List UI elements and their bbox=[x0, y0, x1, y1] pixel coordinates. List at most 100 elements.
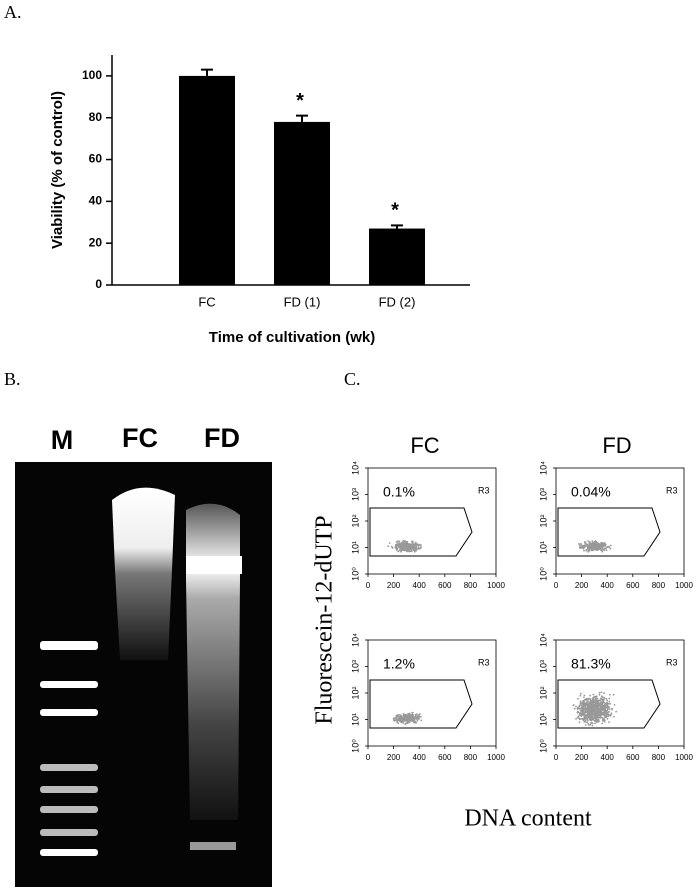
event-dot bbox=[397, 545, 400, 548]
event-dot bbox=[411, 547, 413, 549]
event-dot bbox=[397, 722, 400, 725]
event-dot bbox=[591, 700, 593, 702]
bar bbox=[179, 75, 235, 285]
event-dot bbox=[597, 719, 600, 721]
event-dot bbox=[398, 543, 401, 546]
event-dot bbox=[408, 721, 411, 724]
event-dot bbox=[594, 710, 597, 712]
event-dot bbox=[406, 543, 409, 546]
event-dot bbox=[410, 545, 413, 548]
event-dot bbox=[577, 543, 580, 545]
event-dot bbox=[589, 699, 592, 702]
event-dot bbox=[595, 697, 597, 699]
event-dot bbox=[609, 547, 612, 550]
event-dot bbox=[607, 714, 610, 717]
event-dot bbox=[600, 695, 603, 698]
event-dot bbox=[583, 694, 586, 697]
event-dot bbox=[406, 718, 409, 721]
event-dot bbox=[599, 705, 602, 708]
ladder-band bbox=[40, 764, 98, 771]
event-dot bbox=[420, 719, 423, 722]
event-dot bbox=[583, 721, 586, 723]
y-tick-label: 80 bbox=[89, 110, 103, 124]
event-dot bbox=[596, 545, 598, 548]
event-dot bbox=[591, 709, 594, 712]
event-dot bbox=[413, 547, 416, 549]
event-dot bbox=[396, 721, 398, 723]
event-dot bbox=[601, 708, 604, 710]
event-dot bbox=[601, 716, 604, 719]
event-dot bbox=[609, 714, 612, 717]
event-dot bbox=[417, 717, 420, 719]
event-dot bbox=[406, 550, 409, 553]
event-dot bbox=[595, 695, 598, 698]
event-dot bbox=[585, 699, 587, 701]
event-dot bbox=[606, 545, 609, 548]
event-dot bbox=[609, 693, 611, 696]
event-dot bbox=[591, 543, 593, 546]
x-tick-label: 600 bbox=[438, 581, 452, 590]
event-dot bbox=[597, 707, 599, 710]
event-dot bbox=[602, 707, 605, 710]
event-dot bbox=[403, 546, 406, 548]
gate-percent: 81.3% bbox=[571, 656, 611, 672]
event-dot bbox=[593, 701, 596, 704]
event-dot bbox=[601, 713, 604, 716]
event-dot bbox=[411, 540, 414, 543]
event-dot bbox=[603, 544, 605, 547]
event-dot bbox=[608, 721, 610, 724]
y-tick-label: 10⁴ bbox=[538, 461, 548, 475]
event-dot bbox=[597, 712, 600, 715]
event-dot bbox=[587, 540, 590, 542]
y-tick-label: 10⁴ bbox=[538, 633, 548, 647]
gate-percent: 1.2% bbox=[383, 656, 415, 672]
event-dot bbox=[615, 710, 618, 713]
event-dot bbox=[416, 713, 418, 716]
event-dot bbox=[601, 698, 604, 701]
event-dot bbox=[576, 707, 579, 710]
gate-label: R3 bbox=[666, 485, 678, 495]
event-dot bbox=[599, 716, 602, 718]
event-dot bbox=[402, 713, 405, 715]
event-dot bbox=[408, 549, 410, 552]
y-tick-label: 10² bbox=[538, 514, 548, 527]
y-tick-label: 10³ bbox=[538, 488, 548, 501]
y-tick-label: 10⁰ bbox=[538, 739, 548, 753]
event-dot bbox=[592, 547, 595, 550]
y-tick-label: 10⁰ bbox=[538, 567, 548, 581]
event-dot bbox=[600, 701, 603, 704]
event-dot bbox=[582, 717, 585, 720]
event-dot bbox=[596, 547, 599, 550]
event-dot bbox=[395, 714, 398, 717]
x-tick-label: FD (2) bbox=[379, 294, 416, 309]
x-axis-title: Time of cultivation (wk) bbox=[209, 329, 375, 346]
event-dot bbox=[604, 545, 607, 547]
ladder-band bbox=[40, 849, 98, 856]
y-tick-label: 20 bbox=[89, 235, 103, 249]
x-axis-title: DNA content bbox=[464, 806, 592, 832]
event-dot bbox=[608, 700, 611, 703]
event-dot bbox=[578, 721, 581, 724]
x-tick-label: 600 bbox=[438, 753, 452, 762]
event-dot bbox=[407, 547, 409, 549]
x-tick-label: FC bbox=[198, 294, 215, 309]
event-dot bbox=[583, 700, 585, 703]
event-dot bbox=[403, 547, 406, 550]
event-dot bbox=[578, 717, 581, 720]
event-dot bbox=[583, 696, 585, 699]
event-dot bbox=[419, 547, 421, 550]
event-dot bbox=[596, 717, 598, 719]
event-dot bbox=[415, 546, 417, 549]
event-dot bbox=[608, 697, 611, 700]
event-dot bbox=[414, 721, 417, 724]
y-tick-label: 60 bbox=[89, 152, 103, 166]
event-dot bbox=[401, 543, 404, 546]
event-dot bbox=[579, 700, 582, 703]
event-dot bbox=[590, 716, 593, 719]
event-dot bbox=[581, 707, 583, 709]
x-tick-label: 800 bbox=[464, 581, 478, 590]
event-dot bbox=[603, 717, 605, 720]
y-tick-label: 10² bbox=[350, 686, 360, 699]
event-dot bbox=[417, 546, 420, 549]
event-dot bbox=[394, 717, 397, 719]
